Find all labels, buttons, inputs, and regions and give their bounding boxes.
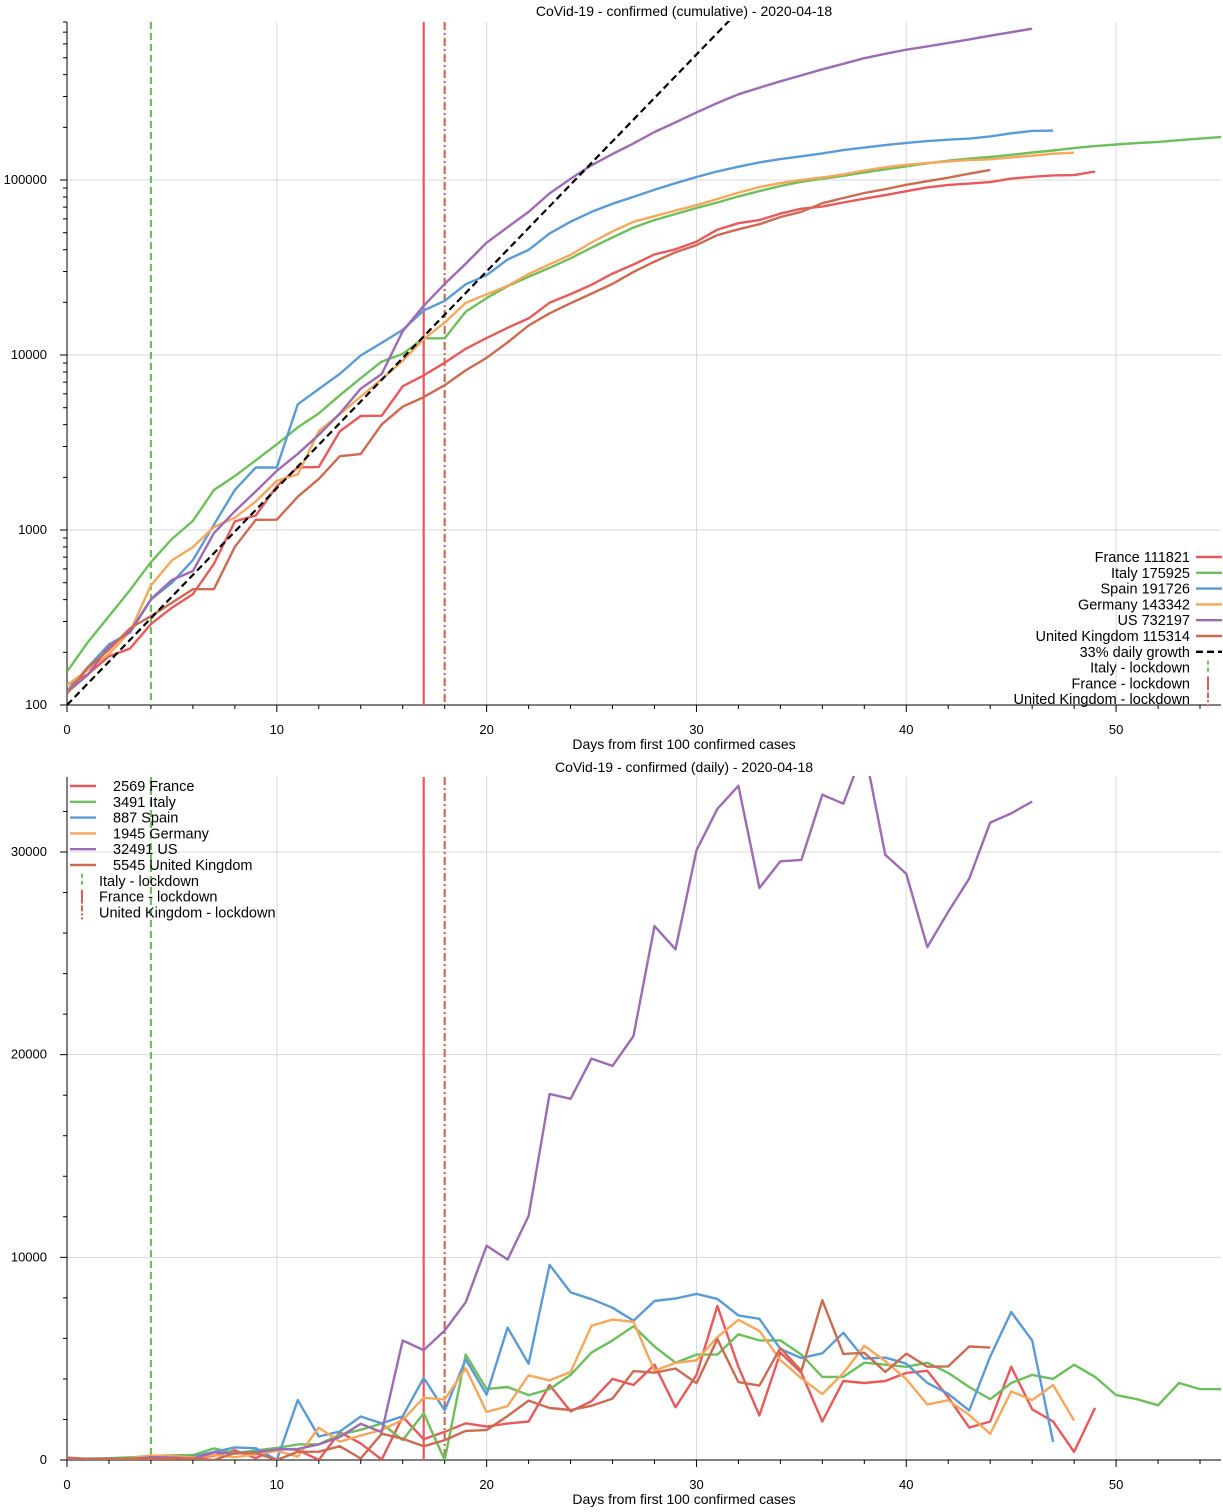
x-tick-label: 40 xyxy=(899,722,913,737)
series-line xyxy=(67,1318,1076,1460)
x-tick-label: 40 xyxy=(899,1477,913,1492)
x-tick-label: 50 xyxy=(1109,1477,1123,1492)
y-tick-label: 20000 xyxy=(11,1047,47,1062)
x-tick-label: 30 xyxy=(689,1477,703,1492)
legend-entry-label: Italy - lockdown xyxy=(1090,661,1190,677)
series-line xyxy=(67,170,1096,687)
legend-entry-label: 2569 France xyxy=(113,779,194,795)
legend-entry-label: France 111821 xyxy=(1095,550,1190,566)
x-tick-label: 0 xyxy=(63,722,70,737)
legend-entry-label: Spain 191726 xyxy=(1101,582,1191,598)
x-axis-label: Days from first 100 confirmed cases xyxy=(572,736,795,752)
legend-entry-label: United Kingdom 115314 xyxy=(1035,629,1190,645)
legend-entry-label: United Kingdom - lockdown xyxy=(1013,692,1190,708)
series-line xyxy=(67,27,1033,694)
daily-chart: 0 10 20 30 40 50 0 10000 20000 30000 CoVid-19 - co… xyxy=(11,759,1221,1507)
legend-entry-label: 5545 United Kingdom xyxy=(113,858,252,874)
series-line xyxy=(67,1299,991,1460)
x-tick-label: 20 xyxy=(479,1477,493,1492)
legend-entry-label: Italy - lockdown xyxy=(99,874,199,890)
x-tick-label: 50 xyxy=(1109,722,1123,737)
x-tick-label: 0 xyxy=(63,1477,70,1492)
legend-entry-label: 3491 Italy xyxy=(113,795,177,811)
series-line xyxy=(67,129,1054,692)
y-tick-label: 1000 xyxy=(18,522,47,537)
legend-entry-label: France - lockdown xyxy=(1072,676,1190,692)
chart-title: CoVid-19 - confirmed (cumulative) - 2020… xyxy=(536,3,832,19)
y-tick-label: 100 xyxy=(25,697,47,712)
x-tick-label: 20 xyxy=(479,722,493,737)
y-tick-label: 100000 xyxy=(4,172,47,187)
x-tick-label: 30 xyxy=(689,722,703,737)
y-tick-label: 10000 xyxy=(11,1249,47,1264)
legend-entry-label: France - lockdown xyxy=(99,890,217,906)
series-line xyxy=(67,1304,1097,1460)
legend-entry-label: 32491 US xyxy=(113,842,178,858)
series-line xyxy=(67,135,1221,673)
x-axis-label: Days from first 100 confirmed cases xyxy=(572,1491,795,1507)
legend-entry-label: United Kingdom - lockdown xyxy=(99,905,276,921)
x-tick-label: 10 xyxy=(270,1477,284,1492)
legend-entry-label: Italy 175925 xyxy=(1111,566,1190,582)
legend-entry-label: 1945 Germany xyxy=(113,826,210,842)
y-tick-label: 30000 xyxy=(11,844,47,859)
chart-title: CoVid-19 - confirmed (daily) - 2020-04-1… xyxy=(555,759,813,775)
series-line xyxy=(67,776,1033,1460)
series-line xyxy=(67,21,731,705)
plot-area xyxy=(67,21,1221,705)
legend-entry-label: 887 Spain xyxy=(113,811,178,827)
legend-entry-label: 33% daily growth xyxy=(1080,645,1190,661)
legend-entry-label: Germany 143342 xyxy=(1078,597,1190,613)
y-tick-label: 10000 xyxy=(11,347,47,362)
series-line xyxy=(67,151,1075,687)
series-line xyxy=(67,1263,1055,1460)
cumulative-chart: 0 10 20 30 40 50 100 1000 10000 100000 CoVid-19 - … xyxy=(4,3,1222,752)
legend-entry-label: US 732197 xyxy=(1117,613,1190,629)
y-tick-label: 0 xyxy=(40,1452,47,1467)
plot-area xyxy=(67,776,1221,1460)
series-line xyxy=(67,168,991,695)
x-tick-label: 10 xyxy=(270,722,284,737)
